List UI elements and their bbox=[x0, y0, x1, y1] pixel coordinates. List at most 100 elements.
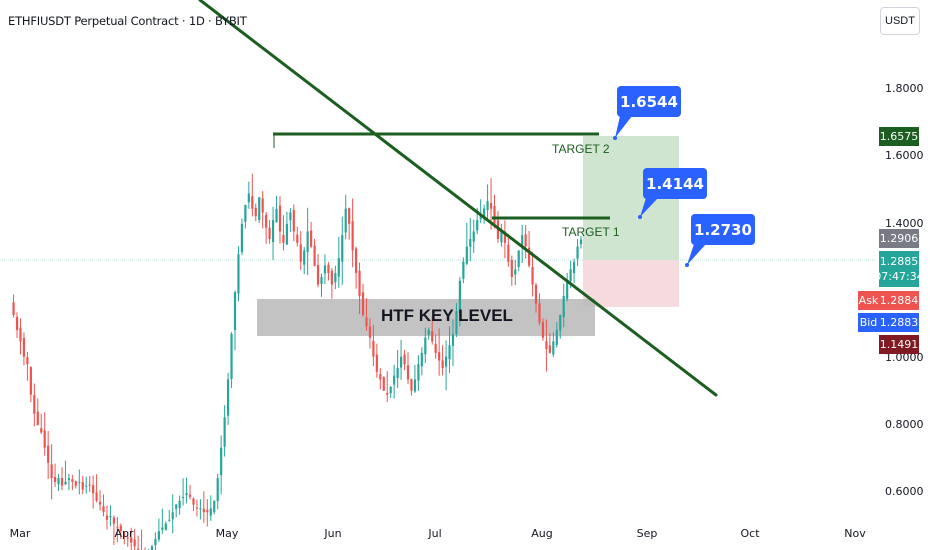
candle-body bbox=[410, 379, 413, 391]
candle-body bbox=[64, 481, 67, 485]
candle-body bbox=[202, 508, 205, 513]
candle-body bbox=[285, 223, 288, 245]
candle-body bbox=[455, 311, 458, 335]
candle-body bbox=[427, 330, 430, 335]
candle-body bbox=[233, 292, 237, 331]
candle-body bbox=[292, 209, 295, 232]
candle-body bbox=[237, 254, 240, 294]
callout-target-1-price[interactable]: 1.4144 bbox=[643, 168, 707, 199]
candle-body bbox=[434, 343, 437, 353]
candle-body bbox=[524, 234, 527, 247]
candle-body bbox=[164, 523, 167, 530]
candle-body bbox=[323, 265, 327, 274]
candle-body bbox=[265, 214, 268, 228]
candle-body bbox=[559, 314, 562, 331]
candle-body bbox=[168, 519, 171, 521]
candle-body bbox=[413, 379, 417, 392]
candle-body bbox=[510, 259, 513, 277]
candle-body bbox=[192, 498, 195, 505]
candle-body bbox=[310, 230, 313, 247]
y-tick-label: 1.0000 bbox=[885, 351, 924, 364]
candle-body bbox=[71, 479, 74, 482]
candle-body bbox=[105, 515, 109, 520]
candle-body bbox=[572, 261, 576, 274]
candle-body bbox=[112, 517, 115, 524]
candle-body bbox=[251, 196, 254, 209]
candle-body bbox=[344, 208, 347, 233]
candle-body bbox=[330, 270, 333, 285]
ask-label: Ask bbox=[858, 291, 879, 310]
candle-body bbox=[368, 326, 372, 338]
candle-body bbox=[548, 345, 551, 353]
candle-body bbox=[316, 264, 320, 285]
candle-body bbox=[261, 198, 264, 213]
candle-body bbox=[26, 357, 29, 365]
candle-body bbox=[178, 500, 181, 509]
candle-body bbox=[102, 506, 105, 513]
candle-body bbox=[98, 501, 102, 505]
candle-body bbox=[472, 231, 475, 242]
candle-body bbox=[195, 507, 199, 509]
callout-1-anchor bbox=[613, 136, 617, 140]
candle-body bbox=[569, 269, 572, 281]
candle-body bbox=[355, 248, 358, 274]
candle-body bbox=[517, 250, 520, 267]
candle-body bbox=[313, 245, 316, 266]
chart-title[interactable]: ETHFIUSDT Perpetual Contract · 1D · BYBI… bbox=[8, 14, 247, 28]
candle-body bbox=[213, 500, 216, 513]
candle-body bbox=[396, 368, 399, 378]
candle-body bbox=[403, 354, 406, 365]
candle-body bbox=[538, 303, 541, 323]
candle-body bbox=[133, 539, 136, 547]
bid-label: Bid bbox=[858, 313, 879, 332]
candle-body bbox=[254, 207, 257, 217]
x-tick-label: Oct bbox=[740, 527, 760, 540]
candle-body bbox=[327, 264, 330, 274]
candle-body bbox=[469, 239, 472, 247]
candle-body bbox=[299, 244, 302, 262]
candle-body bbox=[36, 411, 39, 425]
candle-body bbox=[341, 235, 344, 262]
candle-body bbox=[500, 231, 503, 243]
x-tick-label: Apr bbox=[114, 527, 134, 540]
candle-body bbox=[95, 492, 98, 501]
candle-body bbox=[579, 239, 583, 245]
candle-body bbox=[552, 341, 555, 355]
callout-entry-price[interactable]: 1.2730 bbox=[691, 214, 755, 245]
y-tick-label: 1.8000 bbox=[885, 82, 924, 95]
candle-body bbox=[244, 204, 247, 222]
x-tick-label: Sep bbox=[636, 527, 658, 540]
candle-body bbox=[493, 206, 496, 224]
candle-body bbox=[150, 546, 154, 550]
currency-selector-button[interactable]: USDT bbox=[880, 7, 920, 35]
descending-trendline bbox=[198, 0, 718, 397]
candle-body bbox=[303, 250, 306, 265]
candle-body bbox=[351, 221, 354, 251]
candle-body bbox=[528, 247, 531, 266]
y-tick-label: 1.6000 bbox=[885, 149, 924, 162]
candle-body bbox=[278, 205, 282, 232]
x-tick-label: Aug bbox=[531, 527, 553, 540]
callout-target-2-price[interactable]: 1.6544 bbox=[617, 86, 681, 117]
candle-body bbox=[483, 208, 486, 218]
candle-body bbox=[521, 235, 524, 248]
candle-body bbox=[223, 417, 226, 447]
candle-body bbox=[185, 493, 188, 496]
candle-body bbox=[282, 234, 285, 243]
y-tick-label: 0.8000 bbox=[885, 418, 924, 431]
target-1-label: TARGET 1 bbox=[562, 225, 620, 239]
candle-body bbox=[431, 331, 434, 342]
candle-body bbox=[389, 387, 392, 394]
candle-body bbox=[399, 356, 403, 368]
stop-zone bbox=[583, 260, 679, 307]
candle-body bbox=[123, 532, 126, 535]
callout-3-anchor bbox=[685, 263, 689, 267]
candle-body bbox=[182, 497, 185, 499]
candle-body bbox=[258, 197, 261, 220]
candle-body bbox=[393, 375, 396, 385]
candle-body bbox=[240, 223, 244, 253]
candle-body bbox=[576, 246, 579, 259]
candle-body bbox=[119, 525, 122, 532]
candle-body bbox=[206, 509, 209, 513]
